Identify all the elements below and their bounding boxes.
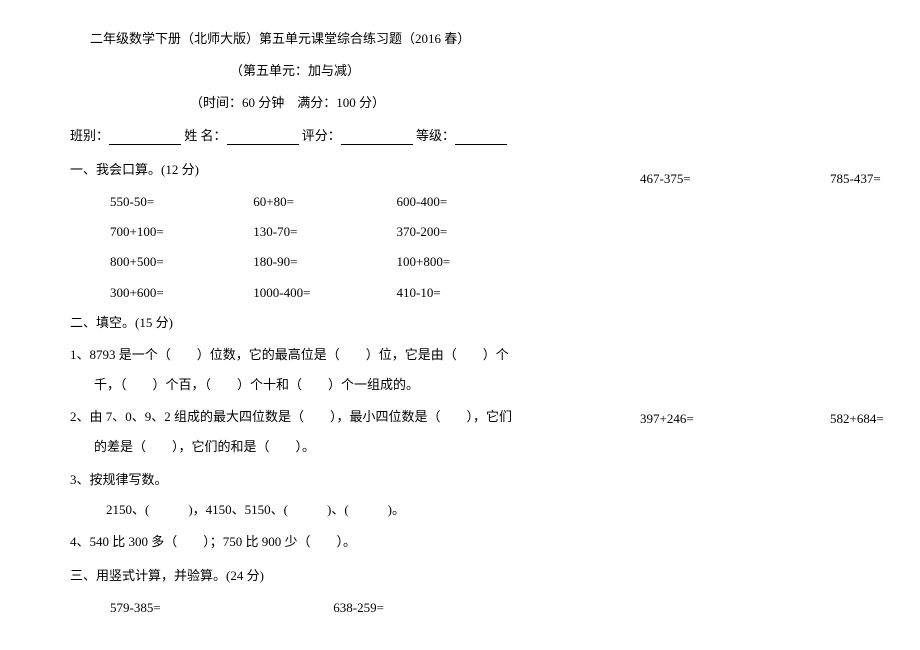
calc-item: 60+80= (253, 193, 393, 211)
section2-title: 二、填空。(15 分) (70, 314, 920, 332)
label-score: 评分： (302, 128, 341, 143)
calc-row: 700+100= 130-70= 370-200= (70, 223, 920, 241)
blank-name (227, 131, 299, 145)
calc-item: 579-385= (110, 599, 330, 617)
calc-item: 410-10= (397, 284, 517, 302)
extra-calc: 397+246= (640, 410, 694, 428)
section3-row: 579-385= 638-259= (70, 599, 920, 617)
page-title: 二年级数学下册（北师大版）第五单元课堂综合练习题（2016 春） (70, 30, 920, 48)
section1-grid: 550-50= 60+80= 600-400= 700+100= 130-70=… (70, 193, 920, 302)
label-name: 姓 名： (184, 128, 226, 143)
page-container: 二年级数学下册（北师大版）第五单元课堂综合练习题（2016 春） （第五单元：加… (70, 30, 920, 618)
calc-row: 300+600= 1000-400= 410-10= (70, 284, 920, 302)
q3: 3、按规律写数。 (70, 471, 920, 489)
calc-item: 130-70= (253, 223, 393, 241)
label-class: 班别： (70, 128, 109, 143)
label-grade: 等级： (416, 128, 455, 143)
calc-row: 550-50= 60+80= 600-400= (70, 193, 920, 211)
q4: 4、540 比 300 多（ ）；750 比 900 少（ ）。 (70, 533, 920, 551)
extra-calc: 582+684= (830, 410, 884, 428)
calc-item: 100+800= (397, 253, 517, 271)
calc-row: 800+500= 180-90= 100+800= (70, 253, 920, 271)
calc-item: 638-259= (333, 599, 384, 617)
q3-seq: 2150、( )，4150、5150、( )、( )。 (70, 501, 920, 519)
calc-item: 700+100= (110, 223, 250, 241)
calc-item: 300+600= (110, 284, 250, 302)
section1-title: 一、我会口算。(12 分) (70, 161, 920, 179)
q1-line1: 1、8793 是一个（ ）位数，它的最高位是（ ）位，它是由（ ）个 (70, 346, 920, 364)
info-line: 班别： 姓 名： 评分： 等级： (70, 127, 920, 145)
extra-calc: 785-437= (830, 170, 881, 188)
extra-calc: 467-375= (640, 170, 691, 188)
q2-line1: 2、由 7、0、9、2 组成的最大四位数是（ ），最小四位数是（ ），它们 (70, 408, 920, 426)
calc-item: 370-200= (397, 223, 517, 241)
time-line: （时间：60 分钟 满分：100 分） (70, 94, 920, 112)
calc-item: 550-50= (110, 193, 250, 211)
q1-line2: 千，（ ）个百，（ ）个十和（ ）个一组成的。 (70, 376, 920, 394)
page-subtitle: （第五单元：加与减） (70, 62, 920, 80)
calc-item: 1000-400= (253, 284, 393, 302)
blank-class (109, 131, 181, 145)
section3-title: 三、用竖式计算，并验算。(24 分) (70, 567, 920, 585)
blank-grade (455, 131, 507, 145)
q2-line2: 的差是（ ），它们的和是（ ）。 (70, 438, 920, 456)
blank-score (341, 131, 413, 145)
calc-item: 180-90= (253, 253, 393, 271)
calc-item: 800+500= (110, 253, 250, 271)
calc-item: 600-400= (397, 193, 517, 211)
